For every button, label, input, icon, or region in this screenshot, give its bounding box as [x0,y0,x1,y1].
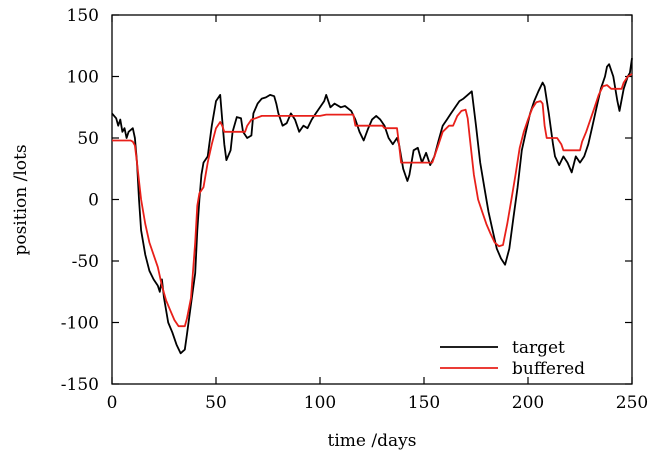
series-layer [111,57,633,355]
y-axis-label: position /lots [11,144,31,255]
x-axis-label: time /days [328,431,417,451]
legend-label-target: target [512,338,565,358]
y-tick-label: -150 [61,375,99,395]
x-tick-label: 0 [107,393,118,413]
axis-tick-labels: 0 50 100 150 200 250 -150 -100 -50 0 50 100 150 [61,6,648,413]
y-tick-label: 50 [77,129,99,149]
x-tick-label: 200 [512,393,544,413]
series-line-buffered [112,73,633,328]
legend: target buffered [440,338,585,379]
y-tick-label: -50 [72,252,99,272]
x-tick-label: 50 [205,393,227,413]
plot-frame [111,14,633,385]
axis-ticks [111,14,633,385]
legend-label-buffered: buffered [512,359,585,379]
y-tick-label: 100 [67,68,99,88]
x-tick-label: 150 [408,393,440,413]
y-tick-label: 0 [88,191,99,211]
series-line-target [111,57,633,355]
x-tick-label: 250 [616,393,648,413]
y-tick-label: -100 [61,314,99,334]
y-tick-label: 150 [67,6,99,26]
x-tick-label: 100 [304,393,336,413]
